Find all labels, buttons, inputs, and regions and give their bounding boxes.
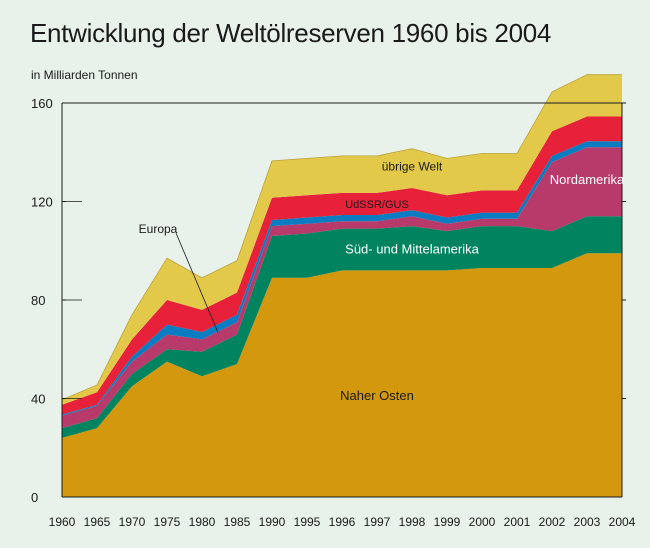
y-tick-label: 0	[31, 490, 38, 505]
y-tick-label: 40	[31, 392, 45, 407]
area-naher-osten	[62, 253, 622, 497]
area-uebrige-welt	[62, 74, 622, 405]
x-tick-label: 2003	[574, 515, 601, 529]
y-tick-label: 120	[31, 195, 53, 210]
area-udssr-gus	[62, 116, 622, 415]
x-tick-label: 1980	[189, 515, 216, 529]
unit-label: in Milliarden Tonnen	[31, 68, 138, 82]
x-tick-label: 2004	[609, 515, 636, 529]
x-tick-label: 1970	[119, 515, 146, 529]
x-tick-label: 1985	[224, 515, 251, 529]
x-tick-label: 1995	[294, 515, 321, 529]
series-label-sued-mittelamerika: Süd- und Mittelamerika	[345, 241, 479, 256]
x-tick-label: 2002	[539, 515, 566, 529]
x-tick-label: 1975	[154, 515, 181, 529]
area-top-edge	[61, 74, 622, 401]
x-tick-label: 2000	[469, 515, 496, 529]
x-tick-label: 1996	[329, 515, 356, 529]
x-tick-label: 2001	[504, 515, 531, 529]
x-tick-label: 1960	[49, 515, 76, 529]
series-label-naher-osten: Naher Osten	[340, 388, 414, 403]
chart-title: Entwicklung der Weltölreserven 1960 bis …	[30, 18, 552, 48]
x-tick-label: 1990	[259, 515, 286, 529]
y-tick-label: 160	[31, 96, 53, 111]
leader-line-europa	[175, 232, 219, 333]
series-label-europa: Europa	[139, 222, 178, 236]
series-label-nordamerika: Nordamerika	[550, 172, 625, 187]
x-tick-label: 1997	[364, 515, 391, 529]
x-tick-label: 1965	[84, 515, 111, 529]
x-tick-label: 1998	[399, 515, 426, 529]
series-label-udssr-gus: UdSSR/GUS	[345, 199, 409, 211]
series-label-uebrige-welt: übrige Welt	[382, 159, 443, 173]
area-sued-mittelamerika	[62, 216, 622, 438]
area-nordamerika	[62, 147, 622, 429]
x-tick-label: 1999	[434, 515, 461, 529]
y-tick-label: 80	[31, 293, 45, 308]
